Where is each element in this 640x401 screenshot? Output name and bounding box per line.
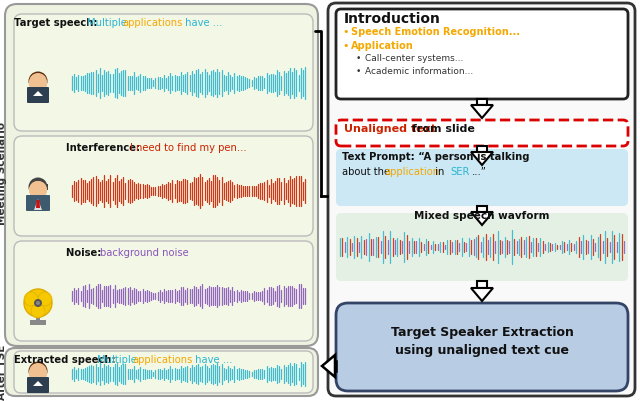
Text: Call-center systems...: Call-center systems... bbox=[365, 54, 463, 63]
Circle shape bbox=[29, 73, 47, 91]
Bar bbox=[36, 312, 40, 320]
Text: Multiple: Multiple bbox=[97, 355, 140, 365]
Polygon shape bbox=[477, 281, 487, 288]
FancyBboxPatch shape bbox=[336, 213, 628, 281]
FancyBboxPatch shape bbox=[336, 149, 628, 206]
Circle shape bbox=[29, 75, 47, 93]
Text: from slide: from slide bbox=[408, 124, 475, 134]
Polygon shape bbox=[322, 355, 335, 377]
Text: Noise:: Noise: bbox=[66, 248, 105, 258]
Bar bbox=[35, 85, 41, 91]
Text: Introduction: Introduction bbox=[344, 12, 441, 26]
Circle shape bbox=[29, 365, 47, 383]
Text: ...”: ...” bbox=[472, 167, 487, 177]
Text: applications: applications bbox=[132, 355, 193, 365]
Bar bbox=[30, 320, 46, 325]
Text: •: • bbox=[342, 27, 349, 37]
Text: application: application bbox=[384, 167, 439, 177]
Text: Target speech:: Target speech: bbox=[14, 18, 101, 28]
Circle shape bbox=[29, 363, 47, 381]
FancyBboxPatch shape bbox=[27, 377, 49, 393]
Text: Multiple: Multiple bbox=[87, 18, 130, 28]
FancyBboxPatch shape bbox=[27, 87, 49, 103]
Bar bbox=[35, 193, 41, 199]
Polygon shape bbox=[477, 206, 487, 212]
FancyBboxPatch shape bbox=[5, 348, 318, 396]
Polygon shape bbox=[36, 200, 40, 208]
Polygon shape bbox=[471, 105, 493, 118]
Text: about the: about the bbox=[342, 167, 393, 177]
FancyBboxPatch shape bbox=[14, 136, 313, 236]
Text: in: in bbox=[432, 167, 447, 177]
Circle shape bbox=[29, 361, 47, 381]
Text: Text Prompt: “A person is talking: Text Prompt: “A person is talking bbox=[342, 152, 529, 162]
Text: have ...: have ... bbox=[192, 355, 232, 365]
FancyBboxPatch shape bbox=[5, 4, 318, 346]
Circle shape bbox=[24, 292, 38, 306]
FancyBboxPatch shape bbox=[328, 3, 635, 396]
Circle shape bbox=[34, 299, 42, 307]
Text: Unaligned text: Unaligned text bbox=[344, 124, 436, 134]
Text: Extracted speech:: Extracted speech: bbox=[14, 355, 119, 365]
FancyBboxPatch shape bbox=[14, 351, 313, 393]
Text: Target Speaker Extraction: Target Speaker Extraction bbox=[390, 326, 573, 339]
FancyBboxPatch shape bbox=[336, 9, 628, 99]
Circle shape bbox=[29, 181, 47, 199]
FancyBboxPatch shape bbox=[336, 120, 628, 146]
Text: Speech Emotion Recognition...: Speech Emotion Recognition... bbox=[351, 27, 520, 37]
Circle shape bbox=[29, 178, 47, 196]
Polygon shape bbox=[471, 212, 493, 225]
Text: have ...: have ... bbox=[182, 18, 223, 28]
Text: •: • bbox=[356, 54, 362, 63]
Circle shape bbox=[29, 71, 47, 91]
Circle shape bbox=[38, 292, 52, 306]
Text: background noise: background noise bbox=[100, 248, 189, 258]
Text: Meeting Scenario: Meeting Scenario bbox=[0, 122, 7, 225]
Bar bbox=[35, 375, 41, 381]
Text: Application: Application bbox=[351, 41, 413, 51]
Polygon shape bbox=[335, 361, 336, 371]
FancyBboxPatch shape bbox=[26, 195, 50, 211]
Bar bbox=[29, 184, 47, 190]
Polygon shape bbox=[33, 91, 43, 96]
Circle shape bbox=[29, 181, 47, 199]
Text: Interference:: Interference: bbox=[66, 143, 143, 153]
Polygon shape bbox=[34, 199, 42, 210]
Polygon shape bbox=[471, 152, 493, 165]
Polygon shape bbox=[477, 146, 487, 152]
FancyBboxPatch shape bbox=[336, 303, 628, 391]
Text: SER: SER bbox=[450, 167, 469, 177]
FancyBboxPatch shape bbox=[14, 241, 313, 341]
Text: •: • bbox=[356, 67, 362, 76]
Text: Mixed speech wavform: Mixed speech wavform bbox=[414, 211, 550, 221]
Circle shape bbox=[36, 301, 40, 305]
Polygon shape bbox=[477, 99, 487, 105]
Polygon shape bbox=[33, 381, 43, 386]
Text: applications: applications bbox=[122, 18, 182, 28]
Text: After TSE: After TSE bbox=[0, 344, 7, 400]
FancyBboxPatch shape bbox=[14, 14, 313, 131]
Circle shape bbox=[24, 289, 52, 317]
Text: •: • bbox=[342, 41, 349, 51]
Text: I need to find my pen...: I need to find my pen... bbox=[130, 143, 246, 153]
Polygon shape bbox=[471, 288, 493, 301]
Text: using unaligned text cue: using unaligned text cue bbox=[395, 344, 569, 357]
Text: Academic information...: Academic information... bbox=[365, 67, 473, 76]
Circle shape bbox=[31, 304, 45, 318]
